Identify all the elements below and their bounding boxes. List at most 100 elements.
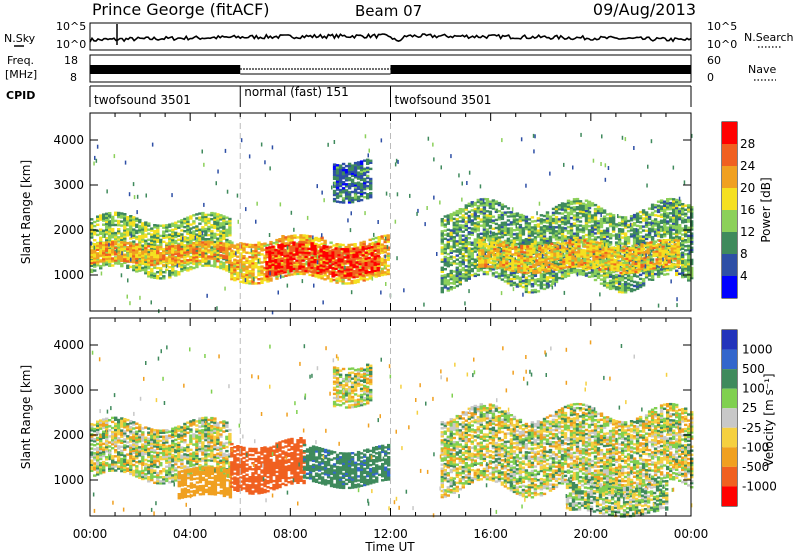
heatmap-cell xyxy=(248,255,252,259)
heatmap-cell xyxy=(584,238,589,241)
heatmap-cell xyxy=(666,228,670,231)
heatmap-cell xyxy=(509,235,514,238)
heatmap-cell xyxy=(533,290,538,294)
heatmap-cell xyxy=(632,242,637,245)
heatmap-cell xyxy=(500,235,505,239)
heatmap-cell xyxy=(117,211,121,215)
heatmap-cell xyxy=(192,214,196,217)
heatmap-cell xyxy=(461,266,465,270)
heatmap-cell xyxy=(334,265,338,268)
heatmap-cell xyxy=(509,284,514,287)
heatmap-cell xyxy=(225,257,229,260)
heatmap-cell xyxy=(126,248,130,251)
heatmap-cell xyxy=(560,273,565,276)
heatmap-cell xyxy=(265,261,269,264)
heatmap-cell xyxy=(105,263,109,266)
heatmap-cell xyxy=(678,226,682,229)
heatmap-cell xyxy=(672,267,676,270)
heatmap-cell xyxy=(366,180,370,184)
heatmap-cell xyxy=(545,213,550,216)
heatmap-cell xyxy=(225,267,229,270)
heatmap-cell xyxy=(141,228,145,231)
heatmap-cell xyxy=(350,196,355,200)
heatmap-cell xyxy=(369,192,373,195)
heatmap-cell xyxy=(281,239,285,242)
heatmap-cell xyxy=(440,234,444,237)
heatmap-cell xyxy=(563,206,568,210)
heatmap-cell xyxy=(542,271,547,274)
heatmap-cell xyxy=(331,257,335,260)
heatmap-cell xyxy=(512,271,517,274)
heatmap-cell xyxy=(105,238,109,242)
heatmap-cell xyxy=(308,237,312,240)
heatmap-cell xyxy=(334,255,338,258)
heatmap-cell xyxy=(108,230,112,233)
heatmap-cell xyxy=(343,260,347,263)
heatmap-cell xyxy=(123,259,127,263)
heatmap-cell xyxy=(96,262,100,265)
heatmap-cell xyxy=(666,202,670,205)
heatmap-cell xyxy=(638,227,643,230)
heatmap-cell xyxy=(132,252,136,256)
heatmap-cell xyxy=(254,247,258,251)
heatmap-cell xyxy=(102,247,106,251)
heatmap-cell xyxy=(147,228,151,231)
heatmap-cell xyxy=(370,272,374,275)
heatmap-cell xyxy=(503,211,508,214)
heatmap-cell xyxy=(350,279,354,283)
heatmap-cell xyxy=(334,253,338,256)
heatmap-cell xyxy=(341,168,346,172)
heatmap-cell xyxy=(524,286,529,289)
heatmap-cell xyxy=(620,218,625,221)
heatmap-cell xyxy=(539,242,544,245)
heatmap-cell xyxy=(341,191,346,194)
heatmap-cell xyxy=(180,260,184,263)
heatmap-cell xyxy=(198,236,202,240)
heatmap-cell xyxy=(242,242,246,246)
heatmap-cell xyxy=(608,214,613,218)
heatmap-cell xyxy=(578,204,583,207)
heatmap-cell xyxy=(126,222,130,225)
heatmap-cell xyxy=(216,225,220,228)
heatmap-cell xyxy=(572,268,577,272)
heatmap-cell xyxy=(458,283,462,286)
heatmap-cell xyxy=(239,264,243,267)
heatmap-cell xyxy=(539,214,544,217)
heatmap-cell xyxy=(141,230,145,233)
heatmap-cell xyxy=(563,208,568,212)
heatmap-cell xyxy=(663,202,667,205)
heatmap-cell xyxy=(105,212,109,215)
heatmap-cell xyxy=(126,260,130,263)
heatmap-cell xyxy=(539,240,544,243)
heatmap-cell xyxy=(497,210,502,213)
heatmap-cell xyxy=(310,258,314,261)
heatmap-cell xyxy=(503,233,508,237)
heatmap-cell xyxy=(114,241,118,244)
heatmap-cell xyxy=(317,243,321,247)
heatmap-cell xyxy=(376,260,380,264)
heatmap-cell xyxy=(239,268,243,271)
heatmap-cell xyxy=(314,236,318,240)
heatmap-cell xyxy=(292,247,296,250)
heatmap-cell xyxy=(545,278,550,281)
heatmap-cell xyxy=(251,258,255,261)
heatmap-cell xyxy=(105,253,109,256)
heatmap-cell xyxy=(464,240,468,244)
heatmap-cell xyxy=(331,252,335,256)
heatmap-cell xyxy=(374,275,378,278)
heatmap-cell xyxy=(317,249,321,253)
heatmap-cell xyxy=(343,262,347,265)
heatmap-cell xyxy=(551,272,556,275)
heatmap-cell xyxy=(216,221,220,224)
heatmap-cell xyxy=(239,276,243,279)
heatmap-cell xyxy=(295,245,299,248)
heatmap-cell xyxy=(180,239,184,242)
heatmap-cell xyxy=(117,215,121,219)
heatmap-cell xyxy=(584,225,589,229)
heatmap-cell xyxy=(599,278,604,281)
heatmap-cell xyxy=(482,256,487,259)
heatmap-cell xyxy=(189,241,193,244)
heatmap-cell xyxy=(560,277,565,280)
heatmap-cell xyxy=(153,230,157,233)
heatmap-cell xyxy=(446,234,450,237)
